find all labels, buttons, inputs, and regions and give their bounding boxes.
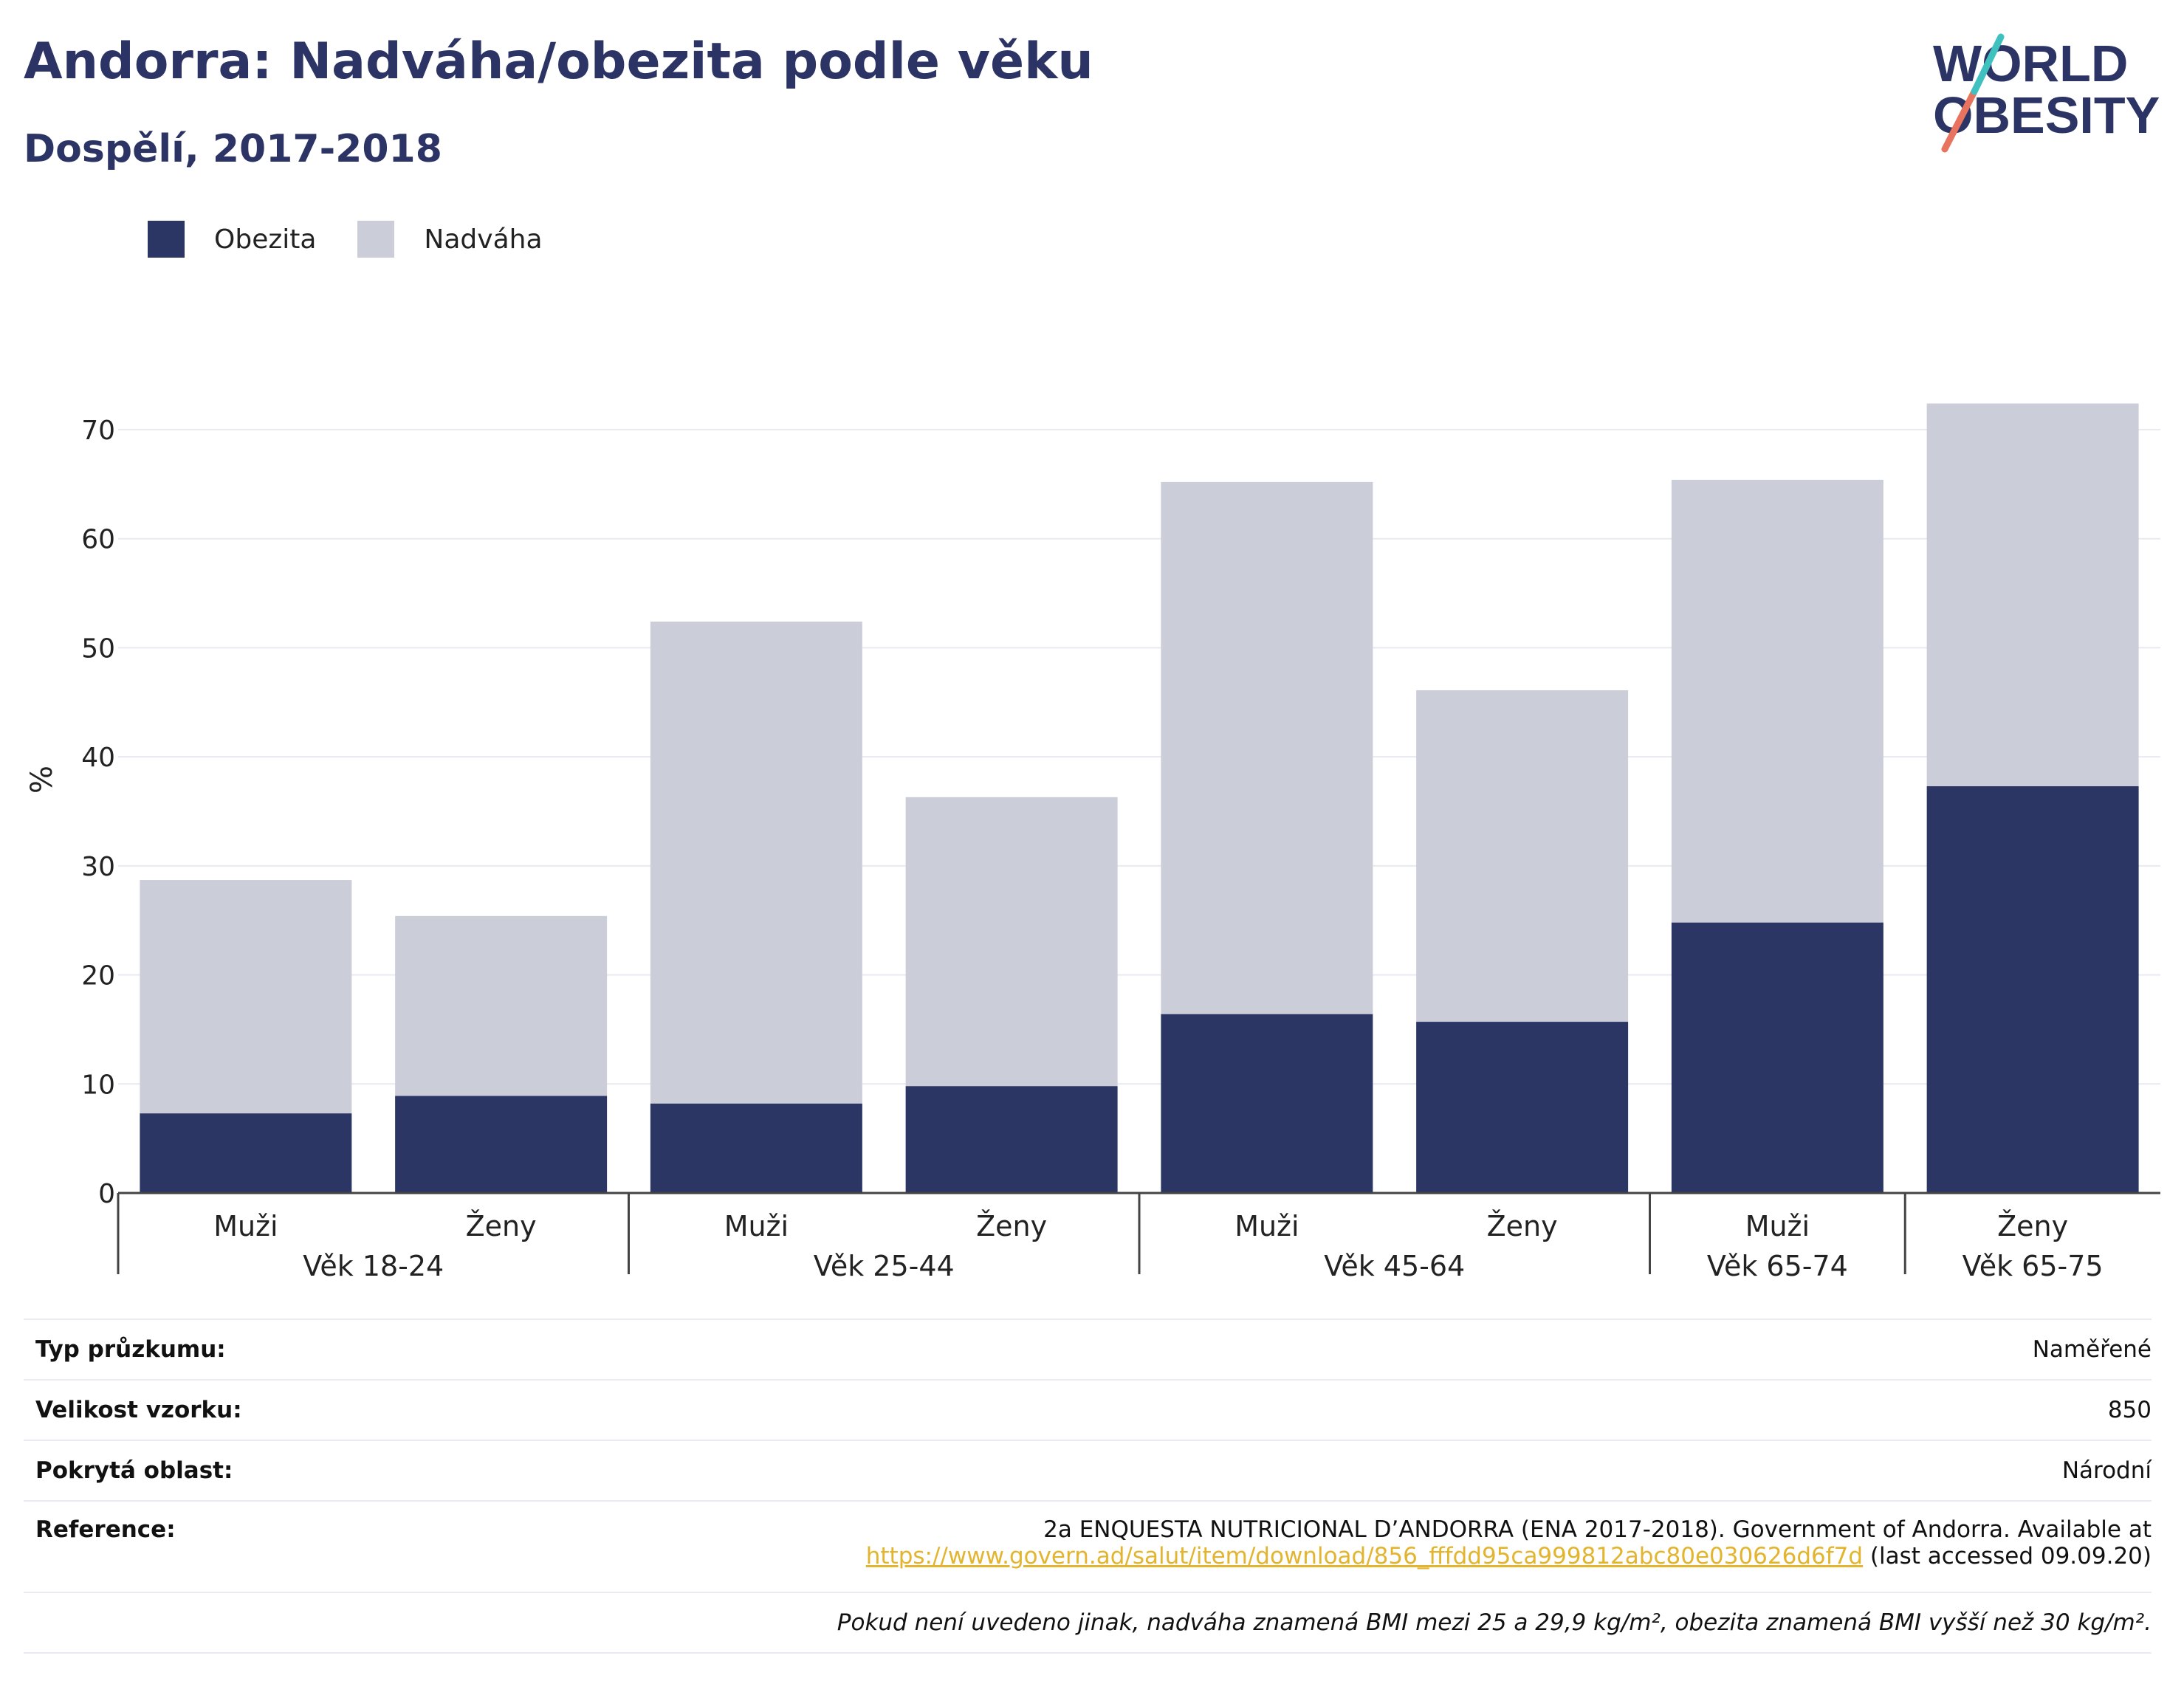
x-group-label: Věk 65-74 <box>1707 1250 1848 1282</box>
bar-obesity[interactable] <box>1416 1022 1629 1193</box>
reference-value: 2a ENQUESTA NUTRICIONAL D’ANDORRA (ENA 2… <box>866 1516 2152 1592</box>
x-tick-label: Muži <box>1234 1210 1299 1242</box>
survey-info: Typ průzkumu: Naměřené Velikost vzorku: … <box>24 1318 2152 1654</box>
chart-title: Andorra: Nadváha/obezita podle věku <box>24 32 1093 91</box>
legend: Obezita Nadváha <box>148 219 584 260</box>
x-group-label: Věk 65-75 <box>1962 1250 2104 1282</box>
y-tick-label: 60 <box>81 525 115 555</box>
reference-text: 2a ENQUESTA NUTRICIONAL D’ANDORRA (ENA 2… <box>1043 1516 2152 1543</box>
bar-obesity[interactable] <box>905 1086 1118 1193</box>
x-tick-label: Muži <box>1745 1210 1810 1242</box>
y-tick-label: 70 <box>81 416 115 446</box>
x-tick-label: Ženy <box>466 1210 537 1242</box>
y-axis: 0 10 20 30 40 50 60 70 <box>81 416 115 1209</box>
bar-obesity[interactable] <box>140 1113 352 1193</box>
world-obesity-logo: WORLD OBESITY <box>1933 33 2160 153</box>
area-value: Národní <box>2061 1457 2152 1484</box>
bar-obesity[interactable] <box>1926 786 2139 1193</box>
legend-swatch-obesity <box>148 221 185 258</box>
logo-text-world: WORLD <box>1933 35 2128 92</box>
bar-overweight[interactable] <box>1161 481 1373 1014</box>
footnote: Pokud není uvedeno jinak, nadváha znamen… <box>837 1609 2152 1636</box>
x-tick-label: Muži <box>724 1210 789 1242</box>
y-tick-label: 20 <box>81 961 115 991</box>
chart-subtitle: Dospělí, 2017-2018 <box>24 127 442 171</box>
y-tick-label: 50 <box>81 633 115 664</box>
reference-link[interactable]: https://www.govern.ad/salut/item/downloa… <box>865 1543 1864 1569</box>
y-tick-label: 10 <box>81 1070 115 1100</box>
info-row-area: Pokrytá oblast: Národní <box>24 1440 2152 1500</box>
y-tick-label: 30 <box>81 852 115 882</box>
sample-size-value: 850 <box>2107 1397 2152 1423</box>
x-group-label: Věk 45-64 <box>1324 1250 1465 1282</box>
y-axis-label: % <box>25 766 59 794</box>
bar-overweight[interactable] <box>1416 690 1629 1022</box>
bars <box>140 403 2139 1193</box>
sample-size-label: Velikost vzorku: <box>35 1397 242 1423</box>
x-tick-label: Ženy <box>1997 1210 2068 1242</box>
x-tick-label: Muži <box>213 1210 278 1242</box>
bar-obesity[interactable] <box>1161 1014 1373 1193</box>
bar-overweight[interactable] <box>1671 479 1883 923</box>
survey-type-label: Typ průzkumu: <box>35 1336 226 1363</box>
info-row-footnote: Pokud není uvedeno jinak, nadváha znamen… <box>24 1592 2152 1654</box>
bar-overweight[interactable] <box>140 880 352 1114</box>
y-tick-label: 0 <box>98 1179 115 1209</box>
legend-swatch-overweight <box>357 221 395 258</box>
info-row-survey-type: Typ průzkumu: Naměřené <box>24 1318 2152 1379</box>
legend-item-overweight[interactable]: Nadváha <box>357 221 543 258</box>
x-tick-label: Ženy <box>976 1210 1047 1242</box>
bar-chart: 0 10 20 30 40 50 60 70 Muži Ženy Muži Ženy Muži Ženy… <box>25 403 2160 1282</box>
x-group-label: Věk 25-44 <box>814 1250 955 1282</box>
legend-label-obesity: Obezita <box>214 224 317 255</box>
survey-type-value: Naměřené <box>2032 1336 2152 1363</box>
bar-overweight[interactable] <box>395 915 608 1096</box>
bar-overweight[interactable] <box>1926 403 2139 787</box>
bar-obesity[interactable] <box>650 1103 862 1193</box>
info-row-reference: Reference: 2a ENQUESTA NUTRICIONAL D’AND… <box>24 1500 2152 1592</box>
bar-obesity[interactable] <box>1671 922 1883 1193</box>
legend-item-obesity[interactable]: Obezita <box>148 221 316 258</box>
x-axis: Muži Ženy Muži Ženy Muži Ženy Muži Ženy Věk 18-2… <box>117 1192 2160 1282</box>
info-row-sample-size: Velikost vzorku: 850 <box>24 1379 2152 1440</box>
legend-label-overweight: Nadváha <box>424 224 543 255</box>
area-label: Pokrytá oblast: <box>35 1457 233 1484</box>
reference-label: Reference: <box>35 1516 176 1543</box>
bar-overweight[interactable] <box>650 621 862 1104</box>
reference-suffix: (last accessed 09.09.20) <box>1863 1543 2152 1569</box>
bar-obesity[interactable] <box>395 1096 608 1193</box>
x-tick-label: Ženy <box>1487 1210 1558 1242</box>
x-group-label: Věk 18-24 <box>303 1250 444 1282</box>
y-tick-label: 40 <box>81 743 115 773</box>
bar-overweight[interactable] <box>905 797 1118 1087</box>
